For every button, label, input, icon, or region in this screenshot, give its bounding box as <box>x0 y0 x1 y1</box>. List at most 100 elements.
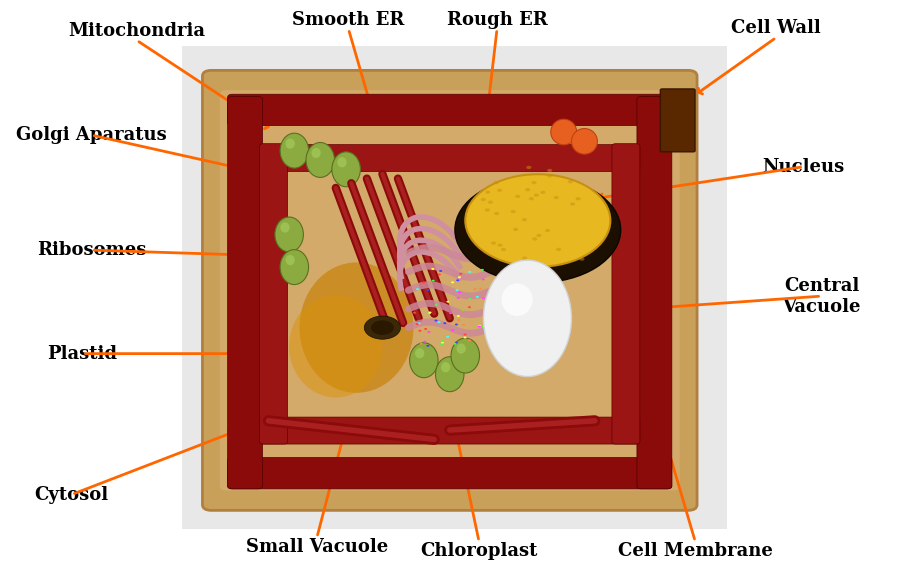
Ellipse shape <box>337 157 346 167</box>
Circle shape <box>459 273 463 275</box>
Circle shape <box>438 274 441 275</box>
Circle shape <box>543 179 549 183</box>
Text: Smooth ER: Smooth ER <box>292 11 405 29</box>
Circle shape <box>537 202 541 206</box>
Ellipse shape <box>306 143 334 178</box>
Circle shape <box>365 316 400 339</box>
Circle shape <box>451 281 454 283</box>
Circle shape <box>458 276 461 278</box>
Circle shape <box>456 279 459 281</box>
Circle shape <box>420 343 423 345</box>
Circle shape <box>463 334 466 336</box>
FancyBboxPatch shape <box>220 90 680 490</box>
Text: Central
Vacuole: Central Vacuole <box>782 277 861 316</box>
Ellipse shape <box>415 348 424 358</box>
Circle shape <box>561 232 566 236</box>
Circle shape <box>446 336 449 338</box>
Circle shape <box>479 288 482 290</box>
Circle shape <box>548 238 552 242</box>
Circle shape <box>474 288 476 290</box>
Ellipse shape <box>451 338 480 373</box>
Circle shape <box>551 258 555 260</box>
Circle shape <box>482 297 485 299</box>
Circle shape <box>475 296 479 298</box>
Ellipse shape <box>502 283 532 316</box>
Text: Ribosomes: Ribosomes <box>37 241 147 259</box>
Circle shape <box>468 271 471 273</box>
Circle shape <box>455 342 458 344</box>
Circle shape <box>463 336 466 339</box>
Ellipse shape <box>286 255 295 265</box>
Circle shape <box>501 208 507 211</box>
Ellipse shape <box>484 260 572 377</box>
Circle shape <box>423 340 426 343</box>
Circle shape <box>546 256 551 259</box>
Circle shape <box>548 241 552 244</box>
Ellipse shape <box>280 250 309 285</box>
Circle shape <box>468 339 471 342</box>
FancyBboxPatch shape <box>637 97 671 489</box>
Ellipse shape <box>551 119 577 145</box>
Circle shape <box>431 268 434 270</box>
Ellipse shape <box>280 223 289 233</box>
Circle shape <box>462 309 464 312</box>
Circle shape <box>439 309 442 311</box>
Circle shape <box>517 201 522 205</box>
Circle shape <box>495 198 499 201</box>
Circle shape <box>439 270 442 272</box>
Circle shape <box>482 278 485 281</box>
Circle shape <box>418 323 420 324</box>
Ellipse shape <box>275 217 303 252</box>
Circle shape <box>561 192 565 195</box>
Circle shape <box>465 174 610 267</box>
Ellipse shape <box>286 139 295 149</box>
Circle shape <box>446 301 450 302</box>
Circle shape <box>551 184 556 187</box>
Text: Mitochondria: Mitochondria <box>68 22 205 40</box>
Ellipse shape <box>332 152 360 187</box>
FancyBboxPatch shape <box>228 97 263 489</box>
FancyBboxPatch shape <box>228 94 671 125</box>
Circle shape <box>482 325 485 327</box>
Circle shape <box>457 297 460 299</box>
FancyBboxPatch shape <box>228 458 671 489</box>
Circle shape <box>428 312 431 315</box>
Circle shape <box>426 289 430 291</box>
Circle shape <box>509 177 514 181</box>
Circle shape <box>510 225 516 228</box>
Text: Plastid: Plastid <box>48 344 117 363</box>
Circle shape <box>442 340 444 342</box>
Circle shape <box>458 292 461 293</box>
Circle shape <box>562 264 568 267</box>
FancyBboxPatch shape <box>660 89 695 152</box>
FancyBboxPatch shape <box>259 144 288 444</box>
Circle shape <box>453 343 456 345</box>
Circle shape <box>515 251 520 254</box>
Circle shape <box>468 306 471 308</box>
Circle shape <box>468 298 472 300</box>
Text: Golgi Aparatus: Golgi Aparatus <box>16 126 167 144</box>
FancyBboxPatch shape <box>259 145 640 171</box>
Ellipse shape <box>456 343 466 354</box>
Circle shape <box>462 310 464 312</box>
Circle shape <box>491 246 496 248</box>
Circle shape <box>524 240 529 244</box>
FancyBboxPatch shape <box>202 70 697 511</box>
Circle shape <box>457 319 460 321</box>
FancyBboxPatch shape <box>259 417 640 444</box>
Ellipse shape <box>300 262 413 393</box>
Circle shape <box>434 320 438 321</box>
Circle shape <box>419 329 421 332</box>
Circle shape <box>478 325 481 328</box>
Ellipse shape <box>441 362 451 373</box>
Circle shape <box>416 288 420 290</box>
Ellipse shape <box>572 129 597 154</box>
Circle shape <box>431 279 435 282</box>
Circle shape <box>463 324 465 326</box>
Circle shape <box>457 315 460 317</box>
Circle shape <box>434 304 438 306</box>
Text: Nucleus: Nucleus <box>762 158 845 176</box>
Circle shape <box>441 342 444 343</box>
Text: Cell Wall: Cell Wall <box>732 20 822 37</box>
Circle shape <box>533 171 539 174</box>
